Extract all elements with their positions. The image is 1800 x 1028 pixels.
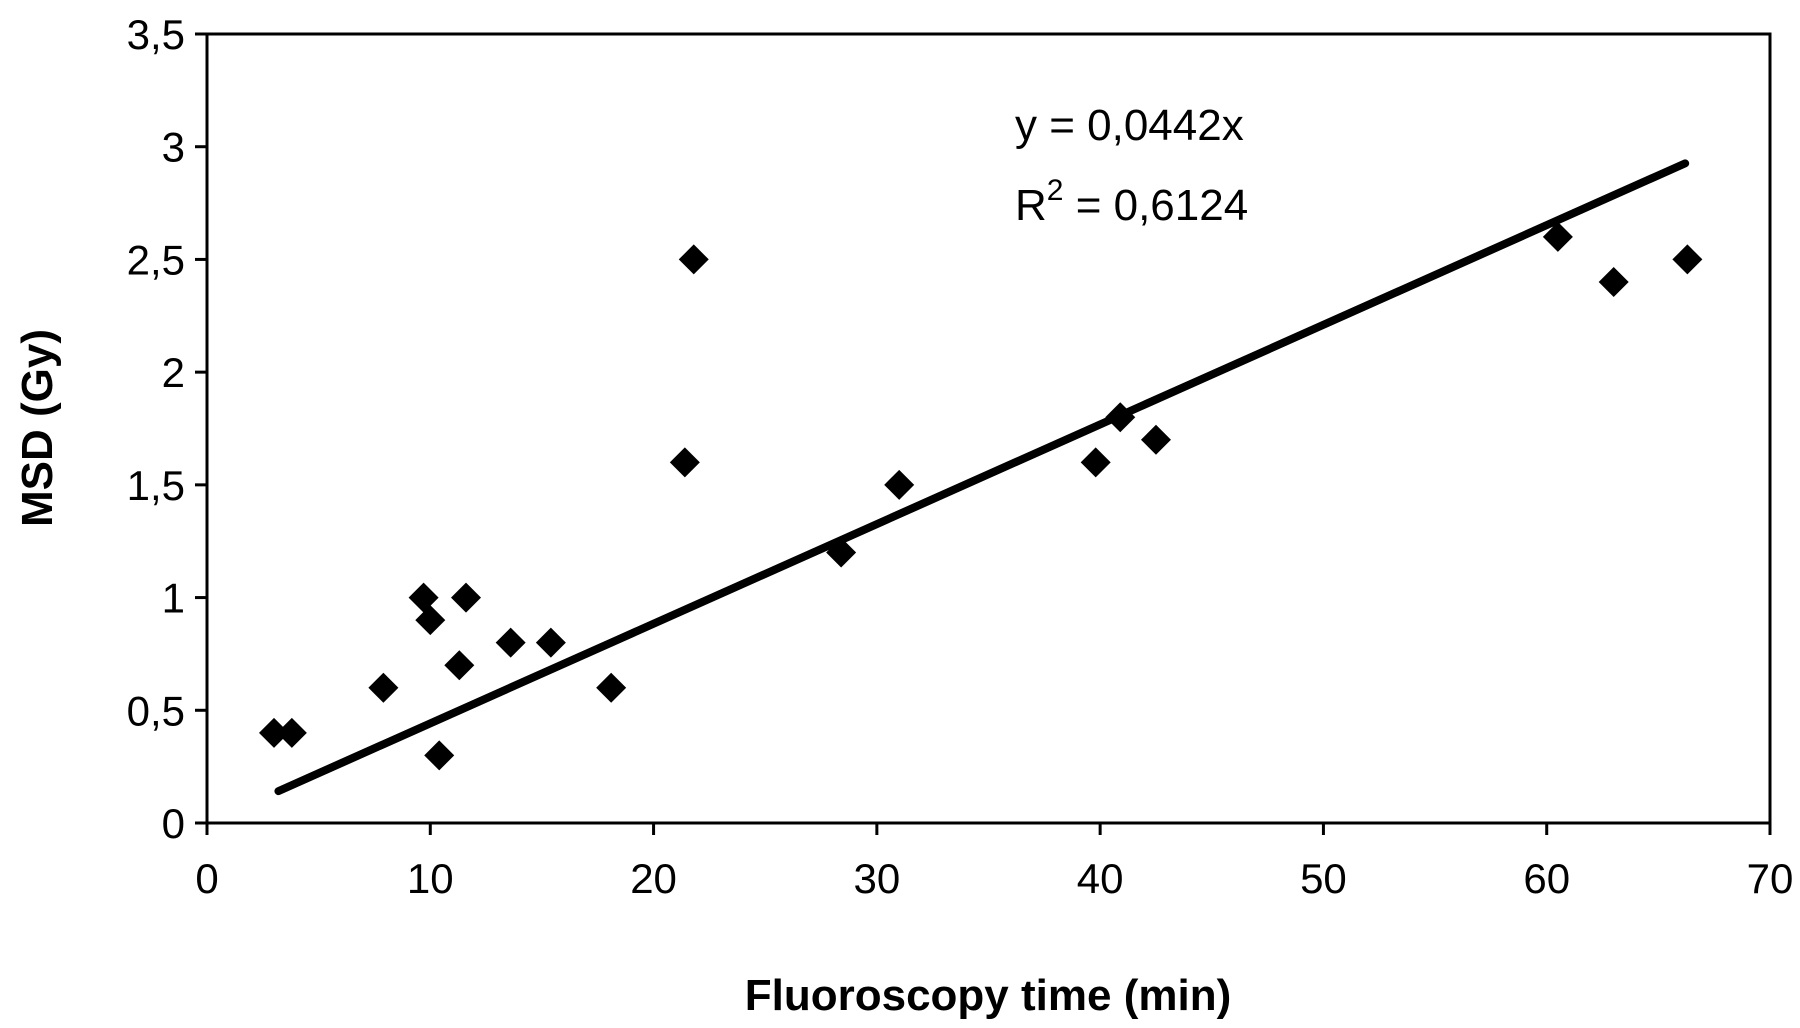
data-point <box>1542 221 1573 252</box>
x-axis-title: Fluoroscopy time (min) <box>745 971 1231 1020</box>
x-tick-label: 40 <box>1077 855 1124 902</box>
y-tick-label: 1,5 <box>127 462 185 509</box>
x-tick-label: 20 <box>630 855 677 902</box>
y-axis-title: MSD (Gy) <box>13 329 62 527</box>
y-tick-label: 3,5 <box>127 11 185 58</box>
data-point <box>596 672 627 703</box>
data-point <box>424 740 455 771</box>
data-point <box>1080 447 1111 478</box>
data-point <box>535 627 566 658</box>
x-axis: 0 10 20 30 40 50 60 70 <box>195 823 1793 902</box>
x-tick-label: 0 <box>195 855 218 902</box>
y-tick-label: 0,5 <box>127 687 185 734</box>
data-point <box>1598 266 1629 297</box>
trendline-group <box>274 159 1690 796</box>
y-tick-label: 2 <box>162 349 185 396</box>
data-point <box>444 650 475 681</box>
x-tick-label: 30 <box>853 855 900 902</box>
data-point <box>415 605 446 636</box>
r-squared-prefix: R <box>1015 181 1047 230</box>
data-point <box>1140 424 1171 455</box>
x-tick-label: 60 <box>1523 855 1570 902</box>
plot-area <box>205 32 1772 825</box>
x-tick-label: 50 <box>1300 855 1347 902</box>
data-point <box>884 469 915 500</box>
y-tick-label: 3 <box>162 124 185 171</box>
data-point <box>1105 402 1136 433</box>
r-squared-value: = 0,6124 <box>1063 181 1248 230</box>
data-points <box>258 221 1703 771</box>
data-point <box>1672 244 1703 275</box>
r-squared-superscript: 2 <box>1047 174 1064 207</box>
data-point <box>368 672 399 703</box>
data-point <box>258 717 289 748</box>
r-squared-label: R2 = 0,6124 <box>1015 174 1248 230</box>
data-point <box>669 447 700 478</box>
trendline <box>274 159 1690 796</box>
y-tick-label: 2,5 <box>127 236 185 283</box>
x-tick-label: 70 <box>1747 855 1794 902</box>
x-tick-label: 10 <box>407 855 454 902</box>
trendline-equation: y = 0,0442x <box>1015 101 1244 150</box>
y-tick-label: 1 <box>162 575 185 622</box>
data-point <box>408 582 439 613</box>
data-point <box>495 627 526 658</box>
data-point <box>826 537 857 568</box>
y-tick-label: 0 <box>162 800 185 847</box>
data-point <box>276 717 307 748</box>
data-point <box>678 244 709 275</box>
y-axis: 0 0,5 1 1,5 2 2,5 3 3,5 <box>127 11 207 847</box>
data-point <box>451 582 482 613</box>
